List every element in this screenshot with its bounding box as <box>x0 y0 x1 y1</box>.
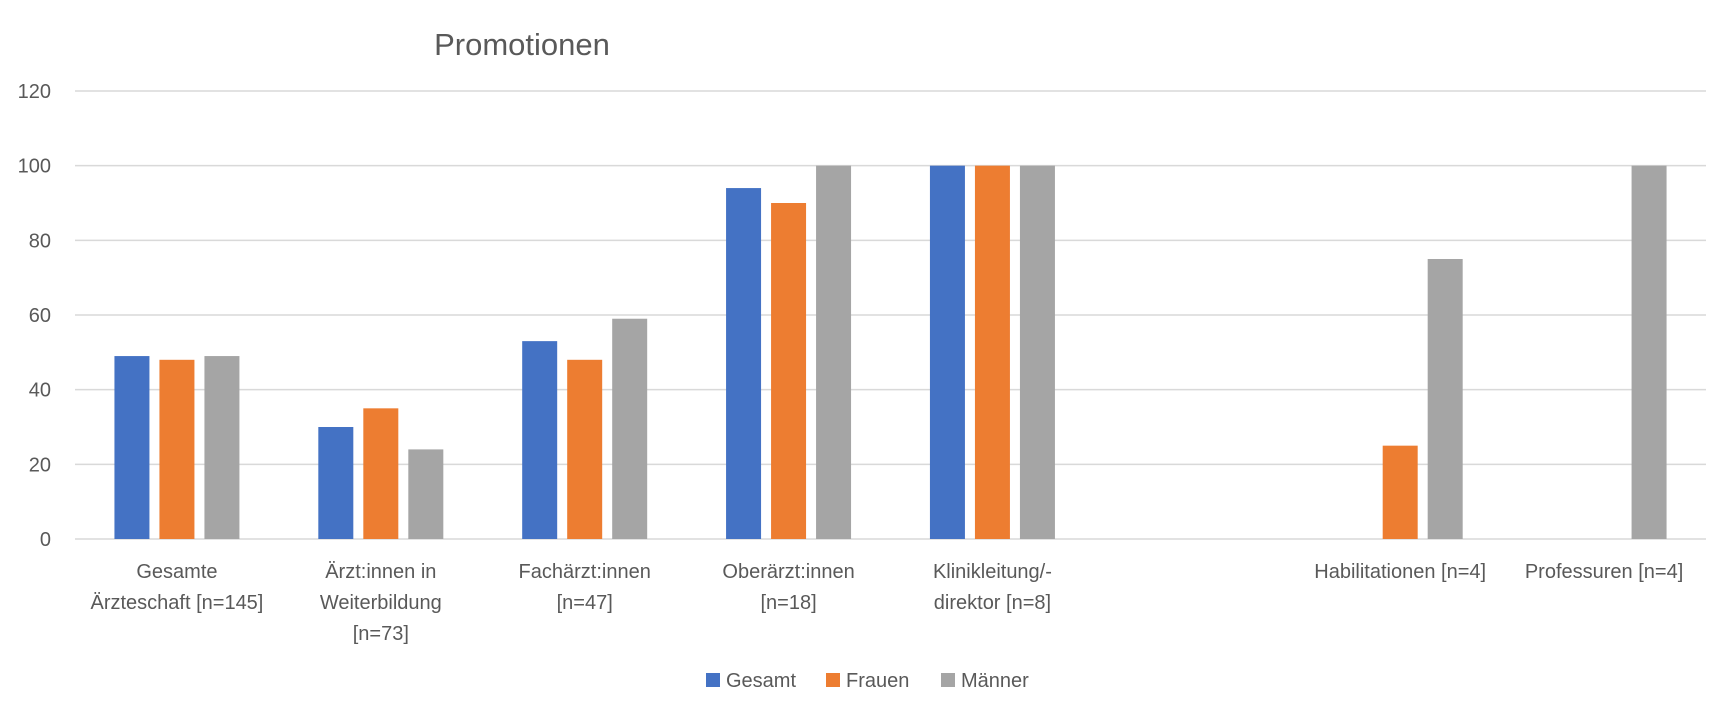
bar-frauen-6 <box>1382 445 1418 539</box>
bar-gesamt-2 <box>522 341 558 539</box>
y-tick-label: 20 <box>29 454 51 476</box>
bar-männer-1 <box>408 449 444 539</box>
x-category-label: [n=47] <box>557 592 613 614</box>
legend-swatch-frauen <box>826 673 840 687</box>
bar-gesamt-3 <box>726 188 762 540</box>
x-category-label: [n=18] <box>760 592 816 614</box>
x-category-label: Oberärzt:innen <box>722 561 854 583</box>
legend-label-männer: Männer <box>961 670 1029 692</box>
x-category-label: Professuren [n=4] <box>1525 561 1683 583</box>
x-category-label: [n=73] <box>353 623 409 645</box>
y-axis-ticks: 0 20 40 60 80 100 120 <box>18 81 51 551</box>
legend-swatch-männer <box>941 673 955 687</box>
x-category-label: Weiterbildung <box>320 592 442 614</box>
y-tick-label: 120 <box>18 81 51 103</box>
legend: Gesamt Frauen Männer <box>706 670 1029 692</box>
bar-gesamt-0 <box>114 356 150 539</box>
x-category-label: direktor [n=8] <box>934 592 1051 614</box>
bar-frauen-4 <box>974 165 1010 539</box>
y-tick-label: 0 <box>40 529 51 551</box>
bar-frauen-2 <box>567 359 603 539</box>
y-tick-label: 60 <box>29 305 51 327</box>
x-category-label: Gesamte <box>136 561 217 583</box>
y-tick-label: 40 <box>29 380 51 402</box>
y-tick-label: 80 <box>29 230 51 252</box>
bar-männer-4 <box>1019 165 1055 539</box>
bars <box>114 165 1667 540</box>
x-category-label: Ärzteschaft [n=145] <box>90 592 263 614</box>
bar-männer-2 <box>612 318 648 539</box>
bar-männer-0 <box>204 356 240 539</box>
x-category-label: Klinikleitung/- <box>933 561 1052 583</box>
bar-männer-3 <box>816 165 852 539</box>
x-axis-labels: Gesamte Ärzteschaft [n=145] Ärzt:innen in W… <box>90 561 1683 645</box>
legend-swatch-gesamt <box>706 673 720 687</box>
bar-frauen-1 <box>363 408 399 539</box>
bar-gesamt-1 <box>318 427 354 539</box>
bar-männer-6 <box>1427 259 1463 539</box>
legend-label-gesamt: Gesamt <box>726 670 796 692</box>
x-category-label: Fachärzt:innen <box>519 561 651 583</box>
legend-label-frauen: Frauen <box>846 670 909 692</box>
bar-frauen-3 <box>771 203 807 539</box>
y-tick-label: 100 <box>18 156 51 178</box>
x-category-label: Habilitationen [n=4] <box>1314 561 1486 583</box>
bar-frauen-0 <box>159 359 195 539</box>
x-category-label: Ärzt:innen in <box>325 561 436 583</box>
bar-männer-7 <box>1631 165 1667 539</box>
chart-title: Promotionen <box>434 27 610 62</box>
bar-gesamt-4 <box>929 165 965 539</box>
